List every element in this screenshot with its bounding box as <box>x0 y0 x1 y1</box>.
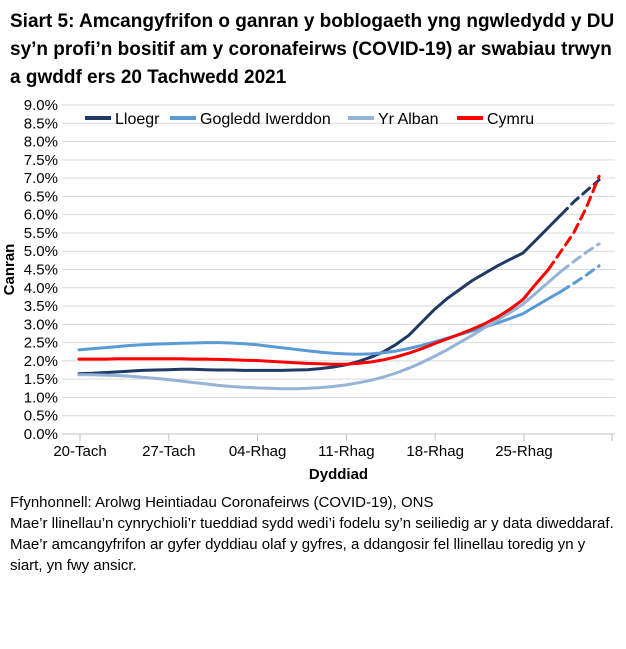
y-tick-label: 7.0% <box>24 170 58 187</box>
y-tick-label: 8.0% <box>24 134 58 151</box>
x-tick-label: 04-Rhag <box>229 443 287 460</box>
x-axis-title: Dyddiad <box>309 466 368 483</box>
legend-item-yr-alban: Yr Alban <box>348 111 438 128</box>
source-text: Ffynhonnell: Arolwg Heintiadau Coronafei… <box>10 494 434 511</box>
series-line-gogledd-iwerddon <box>77 289 563 356</box>
y-tick-label: 1.0% <box>24 389 58 406</box>
x-tick-label: 27-Tach <box>142 443 195 460</box>
y-tick-label: 0.5% <box>24 408 58 425</box>
series-line-dashed-gogledd-iwerddon <box>559 264 601 293</box>
legend-label-cymru: Cymru <box>487 111 534 128</box>
series-line-dashed-yr-alban <box>559 242 601 273</box>
legend-item-lloegr: Lloegr <box>85 111 160 128</box>
y-tick-label: 4.0% <box>24 280 58 297</box>
y-tick-label: 5.0% <box>24 243 58 260</box>
y-tick-label: 2.0% <box>24 353 58 370</box>
legend: Lloegr Gogledd Iwerddon Yr Alban Cymru <box>85 111 534 128</box>
y-tick-label: 1.5% <box>24 371 58 388</box>
legend-label-gogledd-iwerddon: Gogledd Iwerddon <box>200 111 331 128</box>
line-chart: 0.0%0.5% 1.0%1.5%2.0%2.5% 3.0%3.5%4.0%4.5%… <box>1 98 615 483</box>
legend-label-lloegr: Lloegr <box>115 111 160 128</box>
y-tick-label: 0.0% <box>24 426 58 443</box>
x-tick-label: 11-Rhag <box>318 443 374 460</box>
series-line-lloegr <box>77 213 563 376</box>
chart-footnote: Ffynhonnell: Arolwg Heintiadau Coronafei… <box>10 492 616 576</box>
series-line-dashed-cymru <box>546 174 601 271</box>
legend-item-cymru: Cymru <box>457 111 534 128</box>
y-tick-label: 4.5% <box>24 262 58 279</box>
series-line-yr-alban <box>77 269 563 391</box>
series-line-cymru <box>77 268 550 366</box>
legend-label-yr-alban: Yr Alban <box>378 111 438 128</box>
y-tick-label: 5.5% <box>24 225 58 242</box>
x-tick-label: 18-Rhag <box>406 443 464 460</box>
y-tick-label: 6.0% <box>24 207 58 224</box>
y-tick-label: 6.5% <box>24 188 58 205</box>
y-tick-label: 2.5% <box>24 335 58 352</box>
page-title: Siart 5: Amcangyfrifon o ganran y boblog… <box>10 11 615 88</box>
y-tick-label: 8.5% <box>24 115 58 132</box>
legend-item-gogledd-iwerddon: Gogledd Iwerddon <box>170 111 331 128</box>
y-tick-label: 3.0% <box>24 316 58 333</box>
y-tick-label: 7.5% <box>24 152 58 169</box>
note-text: Mae’r llinellau’n cynrychioli’r tueddiad… <box>10 515 614 574</box>
x-tick-label: 20-Tach <box>53 443 106 460</box>
x-tick-label: 25-Rhag <box>495 443 553 460</box>
y-tick-label: 3.5% <box>24 298 58 315</box>
y-tick-label: 9.0% <box>24 98 58 114</box>
series-line-dashed-lloegr <box>559 178 601 217</box>
y-axis-title: Canran <box>1 244 18 296</box>
